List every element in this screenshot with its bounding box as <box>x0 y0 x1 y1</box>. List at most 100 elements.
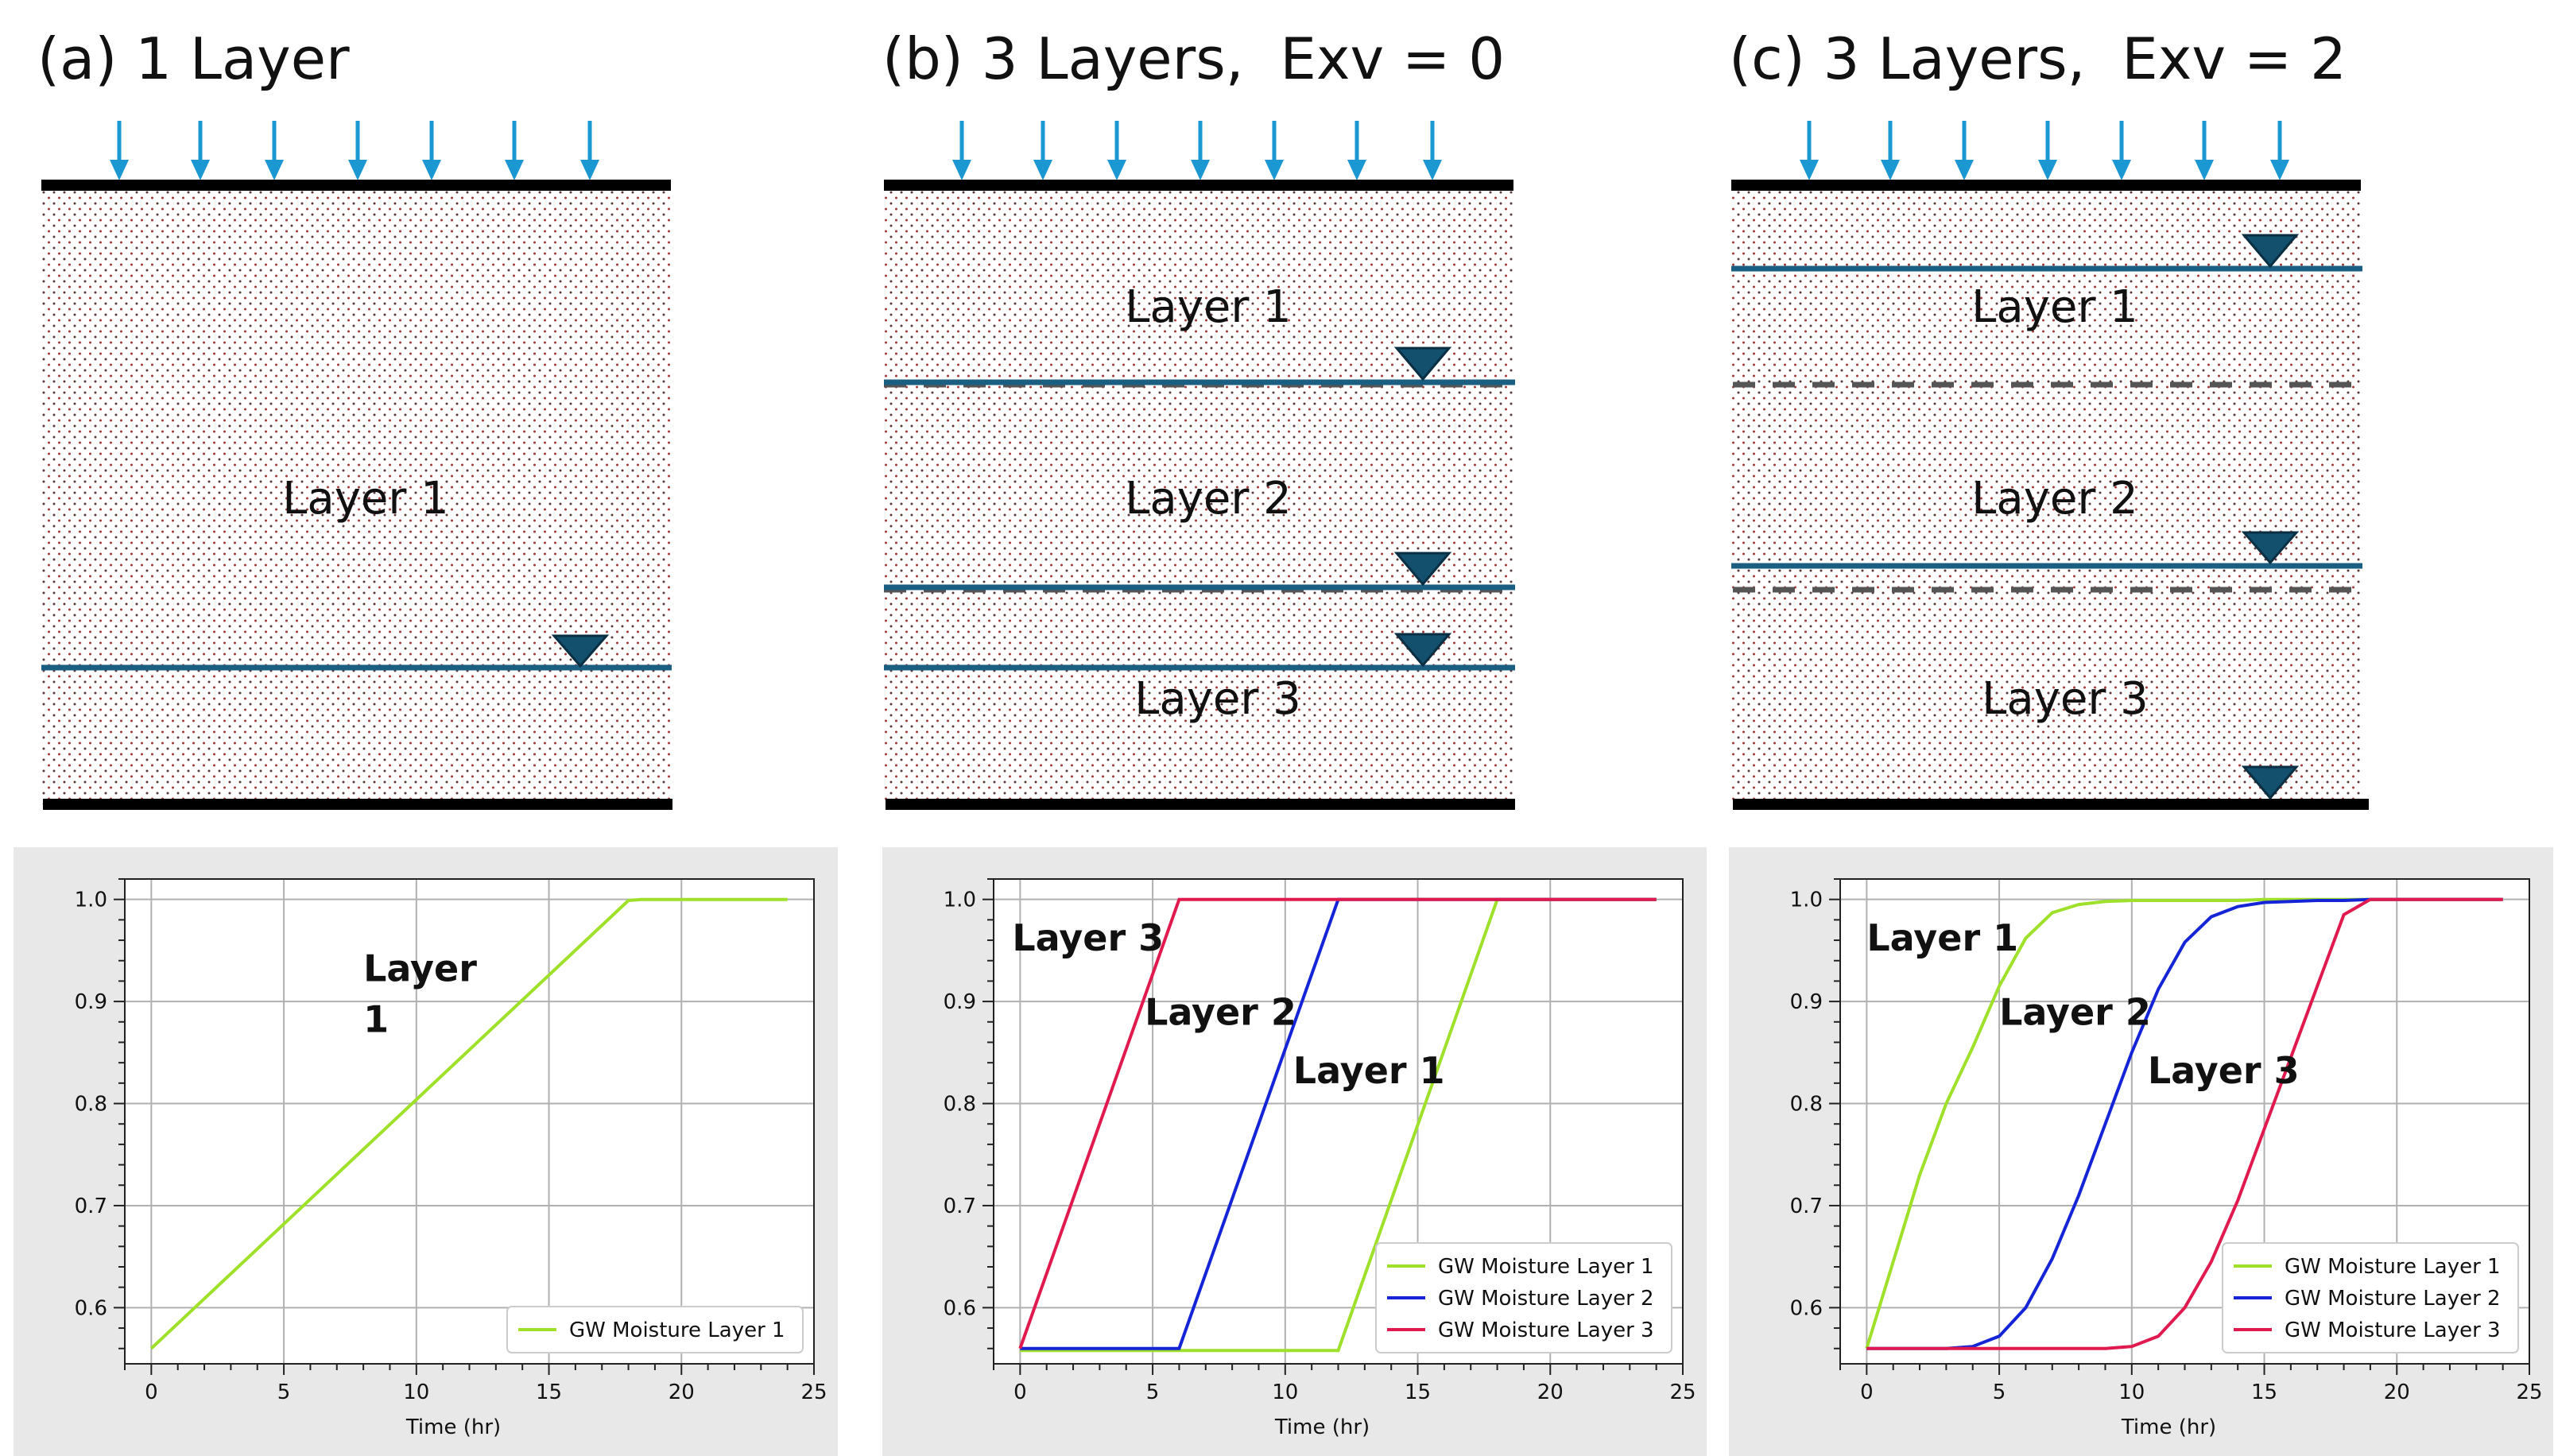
y-tick-label: 0.9 <box>75 990 107 1014</box>
water-table-triangle-icon <box>1393 347 1452 381</box>
legend-entry: GW Moisture Layer 2 <box>1438 1287 1654 1311</box>
x-tick-label: 25 <box>2516 1380 2542 1404</box>
x-axis-label: Time (hr) <box>405 1415 501 1439</box>
x-tick-label: 10 <box>403 1380 429 1404</box>
x-tick-label: 25 <box>800 1380 827 1404</box>
layer-label: Layer 2 <box>1125 473 1292 525</box>
legend-entry: GW Moisture Layer 1 <box>1438 1255 1654 1279</box>
soil-fill <box>41 184 671 804</box>
rain-arrows <box>1800 121 2289 180</box>
rain-arrow-icon <box>2270 121 2289 180</box>
layer-label: Layer 3 <box>1982 673 2149 725</box>
water-table-triangle-icon <box>2241 234 2300 269</box>
rain-arrow-icon <box>348 121 367 180</box>
x-axis-label: Time (hr) <box>2121 1415 2216 1439</box>
x-tick-label: 25 <box>1669 1380 1696 1404</box>
y-tick-label: 1.0 <box>944 889 976 912</box>
rain-arrow-icon <box>2195 121 2214 180</box>
legend-entry: GW Moisture Layer 3 <box>2285 1319 2501 1342</box>
soil-fill <box>1731 184 2361 804</box>
annotation-label: Layer <box>363 947 477 989</box>
rain-arrow-icon <box>1265 121 1284 180</box>
annotation-label: Layer 2 <box>1145 991 1296 1034</box>
rain-arrow-icon <box>2038 121 2057 180</box>
layer-label: Layer 1 <box>282 473 449 525</box>
rain-arrow-icon <box>505 121 524 180</box>
annotation-label: 1 <box>363 998 389 1041</box>
rain-arrow-icon <box>580 121 599 180</box>
x-tick-label: 5 <box>1146 1380 1160 1404</box>
ground-surface <box>884 180 1513 191</box>
legend-entry: GW Moisture Layer 1 <box>2285 1255 2501 1279</box>
diagram-a-title: (a) 1 Layer <box>37 25 350 92</box>
x-tick-label: 15 <box>1405 1380 1431 1404</box>
rain-arrow-icon <box>110 121 129 180</box>
y-tick-label: 1.0 <box>1790 889 1823 912</box>
series-line-layer-3 <box>1866 897 2503 1350</box>
legend: GW Moisture Layer 1 <box>506 1306 804 1353</box>
rain-arrow-icon <box>2112 121 2131 180</box>
moisture-chart-c: 0 5 10 15 20 25 0.6 0.7 0.8 0.9 1.0 Time (hr) Layer … <box>1790 878 2543 1439</box>
y-tick-label: 0.7 <box>1790 1195 1823 1218</box>
chart-panel-a: 0 5 10 15 20 25 0.6 0.7 0.8 0.9 1.0 Time (hr) Layer 1… <box>14 847 838 1456</box>
x-tick-label: 10 <box>2118 1380 2145 1404</box>
rain-arrow-icon <box>1881 121 1900 180</box>
rain-arrow-icon <box>422 121 441 180</box>
x-tick-label: 0 <box>1860 1380 1874 1404</box>
water-table-triangle-icon <box>2241 765 2300 800</box>
x-tick-label: 5 <box>277 1380 291 1404</box>
rain-arrow-icon <box>1191 121 1210 180</box>
annotation-label: Layer 3 <box>1012 916 1164 959</box>
x-tick-label: 20 <box>2384 1380 2410 1404</box>
x-tick-label: 10 <box>1272 1380 1298 1404</box>
y-tick-label: 0.7 <box>944 1195 976 1218</box>
y-tick-label: 0.8 <box>75 1093 107 1117</box>
bottom-boundary <box>43 799 672 810</box>
water-table-triangle-icon <box>1393 552 1452 587</box>
rain-arrow-icon <box>952 121 971 180</box>
legend-box <box>1375 1242 1672 1353</box>
y-tick-label: 0.6 <box>75 1296 107 1320</box>
rain-arrow-icon <box>1955 121 1974 180</box>
y-tick-label: 0.6 <box>1790 1296 1823 1320</box>
diagram-b-title: (b) 3 Layers, Exv = 0 <box>882 25 1505 92</box>
x-tick-label: 0 <box>1013 1380 1027 1404</box>
rain-arrow-icon <box>1423 121 1442 180</box>
legend-box <box>2222 1242 2519 1353</box>
diagram-c-title: (c) 3 Layers, Exv = 2 <box>1729 25 2347 92</box>
y-tick-label: 0.9 <box>944 990 976 1014</box>
series-line-layer-3 <box>1018 897 1657 1350</box>
layer-label: Layer 1 <box>1125 281 1292 333</box>
plot-area <box>125 879 814 1364</box>
rain-arrow-icon <box>265 121 284 180</box>
layer-label: Layer 3 <box>1134 673 1301 725</box>
x-tick-label: 5 <box>1993 1380 2006 1404</box>
soil-diagrams: Layer 1 Layer 1 Layer 2 Layer 3 Layer 1 … <box>41 121 2369 810</box>
annotation-label: Layer 1 <box>1293 1049 1445 1092</box>
rain-arrows <box>952 121 1442 180</box>
legend: GW Moisture Layer 1 GW Moisture Layer 2 GW… <box>2222 1242 2519 1353</box>
legend-entry: GW Moisture Layer 1 <box>569 1319 785 1342</box>
diagram-c: Layer 1 Layer 2 Layer 3 <box>1731 121 2369 810</box>
legend: GW Moisture Layer 1 GW Moisture Layer 2 GW… <box>1375 1242 1672 1353</box>
y-tick-label: 0.7 <box>75 1195 107 1218</box>
rain-arrow-icon <box>191 121 210 180</box>
rain-arrow-icon <box>1800 121 1819 180</box>
moisture-chart-a: 0 5 10 15 20 25 0.6 0.7 0.8 0.9 1.0 Time (hr) Layer 1… <box>75 878 827 1439</box>
y-tick-label: 1.0 <box>75 889 107 912</box>
x-tick-label: 15 <box>2251 1380 2277 1404</box>
legend-entry: GW Moisture Layer 3 <box>1438 1319 1654 1342</box>
x-tick-label: 20 <box>669 1380 695 1404</box>
layer-label: Layer 1 <box>1971 281 2138 333</box>
y-tick-label: 0.9 <box>1790 990 1823 1014</box>
series-line-layer-1 <box>149 897 788 1350</box>
legend-box <box>506 1306 804 1353</box>
x-axis-label: Time (hr) <box>1274 1415 1370 1439</box>
x-tick-label: 0 <box>145 1380 158 1404</box>
y-tick-label: 0.8 <box>1790 1093 1823 1117</box>
water-table-triangle-icon <box>2241 531 2300 565</box>
annotation-label: Layer 1 <box>1866 916 2018 959</box>
rain-arrow-icon <box>1347 121 1366 180</box>
rain-arrow-icon <box>1033 121 1052 180</box>
x-tick-label: 15 <box>536 1380 562 1404</box>
